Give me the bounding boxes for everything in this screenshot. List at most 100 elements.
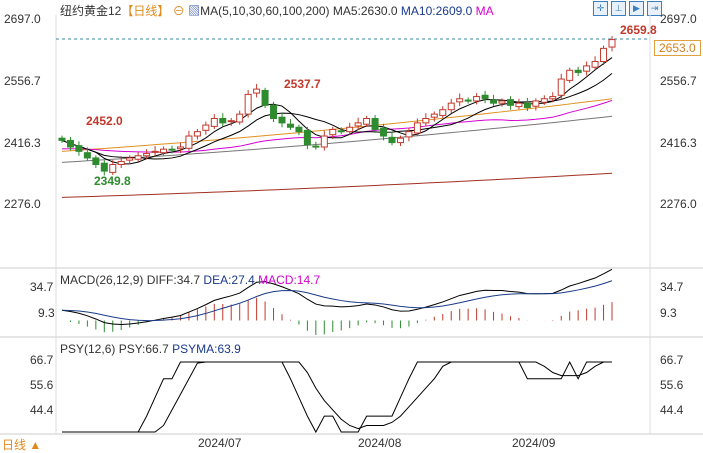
candle-body xyxy=(464,99,472,102)
candle-body xyxy=(396,137,404,144)
candle-body xyxy=(303,129,311,146)
candle-body xyxy=(168,148,176,151)
candle-body xyxy=(523,102,531,109)
ma5-line xyxy=(61,57,613,165)
candle-body xyxy=(143,153,151,157)
price-tick: 2416.3 xyxy=(660,136,697,150)
macd-tick: 9.3 xyxy=(660,306,677,320)
candle-body xyxy=(371,117,379,130)
candle-body xyxy=(439,109,447,116)
low-label: 2349.8 xyxy=(94,174,131,188)
candle-body xyxy=(244,93,252,115)
macd-tick: 34.7 xyxy=(660,280,684,294)
candle-body xyxy=(600,47,608,63)
goto-end-icon[interactable]: ⇥ xyxy=(647,1,662,16)
psy-tick: 55.6 xyxy=(30,378,54,392)
candle-body xyxy=(422,117,430,124)
macd-tick: 9.3 xyxy=(38,306,55,320)
candle-body xyxy=(540,98,548,103)
candle-body xyxy=(210,117,218,127)
candle-body xyxy=(557,78,565,96)
candle-body xyxy=(92,157,100,166)
candle-body xyxy=(75,145,83,152)
candle-body xyxy=(329,128,337,136)
chart-title: 纽约黄金12【日线】 ⊖ ▧MA(5,10,30,60,100,200) MA5… xyxy=(60,4,494,18)
candle-body xyxy=(193,131,201,137)
psy-tick: 55.6 xyxy=(660,378,684,392)
psy-tick: 66.7 xyxy=(660,353,684,367)
left-high-label: 2452.0 xyxy=(86,114,123,128)
candle-body xyxy=(405,131,413,138)
date-tick: 2024/07 xyxy=(198,436,242,450)
candle-body xyxy=(608,39,616,48)
psy-tick: 44.4 xyxy=(660,403,684,417)
candle-body xyxy=(160,148,168,154)
candle-body xyxy=(278,116,286,124)
psy-legend: PSY(12,6) PSY:66.7 PSYMA:63.9 xyxy=(60,342,241,356)
candle-body xyxy=(219,117,227,124)
candle-body xyxy=(227,120,235,123)
candle-body xyxy=(236,113,244,123)
candle-body xyxy=(253,88,261,94)
period-button[interactable]: 日线 ▲ xyxy=(2,438,42,452)
candle-body xyxy=(346,126,354,133)
candle-body xyxy=(185,135,193,149)
candle-body xyxy=(83,152,91,159)
candle-body xyxy=(134,155,142,160)
candle-body xyxy=(430,113,438,118)
candle-body xyxy=(58,137,66,141)
psy-tick: 44.4 xyxy=(30,403,54,417)
candle-body xyxy=(295,126,303,133)
ma10-line xyxy=(61,72,613,160)
candle-body xyxy=(66,139,74,148)
settings-icon[interactable]: ⊖ xyxy=(172,4,185,18)
candle-body xyxy=(549,96,557,100)
date-tick: 2024/08 xyxy=(358,436,402,450)
peak-label: 2537.7 xyxy=(284,77,321,91)
candle-body xyxy=(261,89,269,106)
candle-body xyxy=(532,100,540,107)
candle-body xyxy=(117,160,125,166)
candle-body xyxy=(591,61,599,68)
candle-body xyxy=(473,96,481,102)
crosshair-icon[interactable]: ✛ xyxy=(593,1,608,16)
macd-tick: 34.7 xyxy=(30,280,54,294)
candle-body xyxy=(481,94,489,100)
price-tick: 2416.3 xyxy=(4,136,41,150)
price-tick: 2276.0 xyxy=(4,197,41,211)
indicator-icon[interactable]: ▧ xyxy=(188,4,201,18)
macd-legend: MACD(26,12,9) DIFF:34.7 DEA:27.4 MACD:14… xyxy=(60,273,321,287)
macd-dea-line xyxy=(61,280,613,322)
candle-body xyxy=(456,98,464,103)
candle-body xyxy=(490,99,498,104)
candle-body xyxy=(202,124,210,131)
candle-body xyxy=(583,65,591,72)
candle-body xyxy=(354,122,362,127)
candle-body xyxy=(100,162,108,172)
candle-body xyxy=(388,136,396,144)
candle-body xyxy=(320,135,328,148)
candle-body xyxy=(109,164,117,173)
candle-body xyxy=(413,122,421,134)
candle-body xyxy=(126,157,134,161)
high-label: 2659.8 xyxy=(620,23,657,37)
candle-body xyxy=(380,127,388,137)
price-tick: 2697.0 xyxy=(660,12,697,26)
psy-tick: 66.7 xyxy=(30,353,54,367)
candle-body xyxy=(447,102,455,111)
ma60-line xyxy=(61,98,613,152)
ma200-line xyxy=(61,172,613,198)
price-tick: 2556.7 xyxy=(660,74,697,88)
play-icon[interactable]: ▶ xyxy=(629,1,644,16)
candle-body xyxy=(515,102,523,108)
zoom-range-icon[interactable]: ⊥ xyxy=(611,1,626,16)
date-tick: 2024/09 xyxy=(512,436,556,450)
price-tick: 2556.7 xyxy=(4,74,41,88)
psyma-line xyxy=(62,361,612,433)
psy-line xyxy=(62,360,612,434)
candle-body xyxy=(270,104,278,119)
candle-body xyxy=(363,117,371,125)
candle-body xyxy=(151,150,159,153)
price-tick: 2276.0 xyxy=(660,197,697,211)
